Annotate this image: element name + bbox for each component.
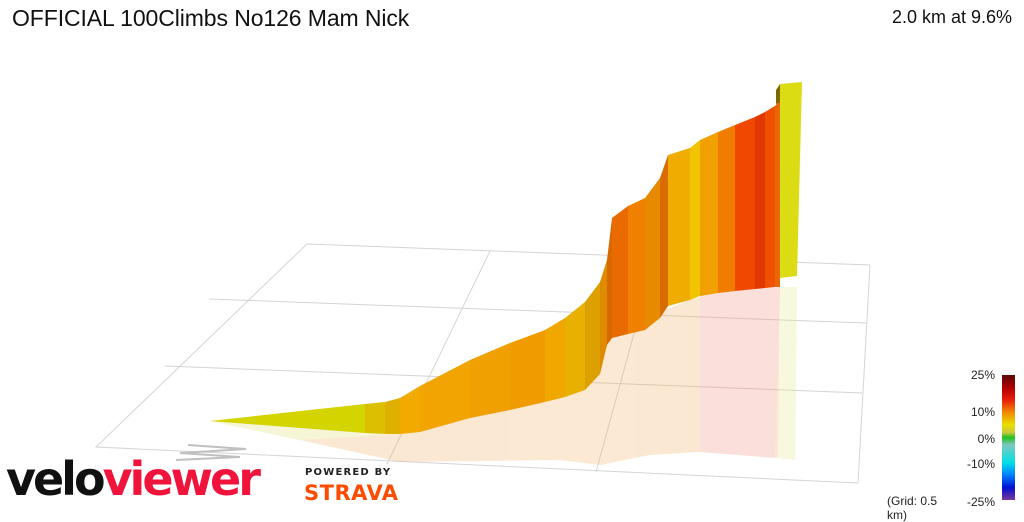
compass-icon <box>175 444 247 461</box>
veloviewer-logo[interactable]: veloviewer <box>6 452 261 506</box>
logo-viewer: viewer <box>102 452 261 506</box>
climb-title: OFFICIAL 100Climbs No126 Mam Nick <box>12 5 410 31</box>
strava-logo[interactable]: STRAVA <box>304 481 399 505</box>
elevation-wall <box>210 82 802 434</box>
powered-by-label: POWERED BY <box>305 467 392 478</box>
logo-velo: velo <box>6 452 106 506</box>
climb-summary: 2.0 km at 9.6% <box>891 7 1012 27</box>
